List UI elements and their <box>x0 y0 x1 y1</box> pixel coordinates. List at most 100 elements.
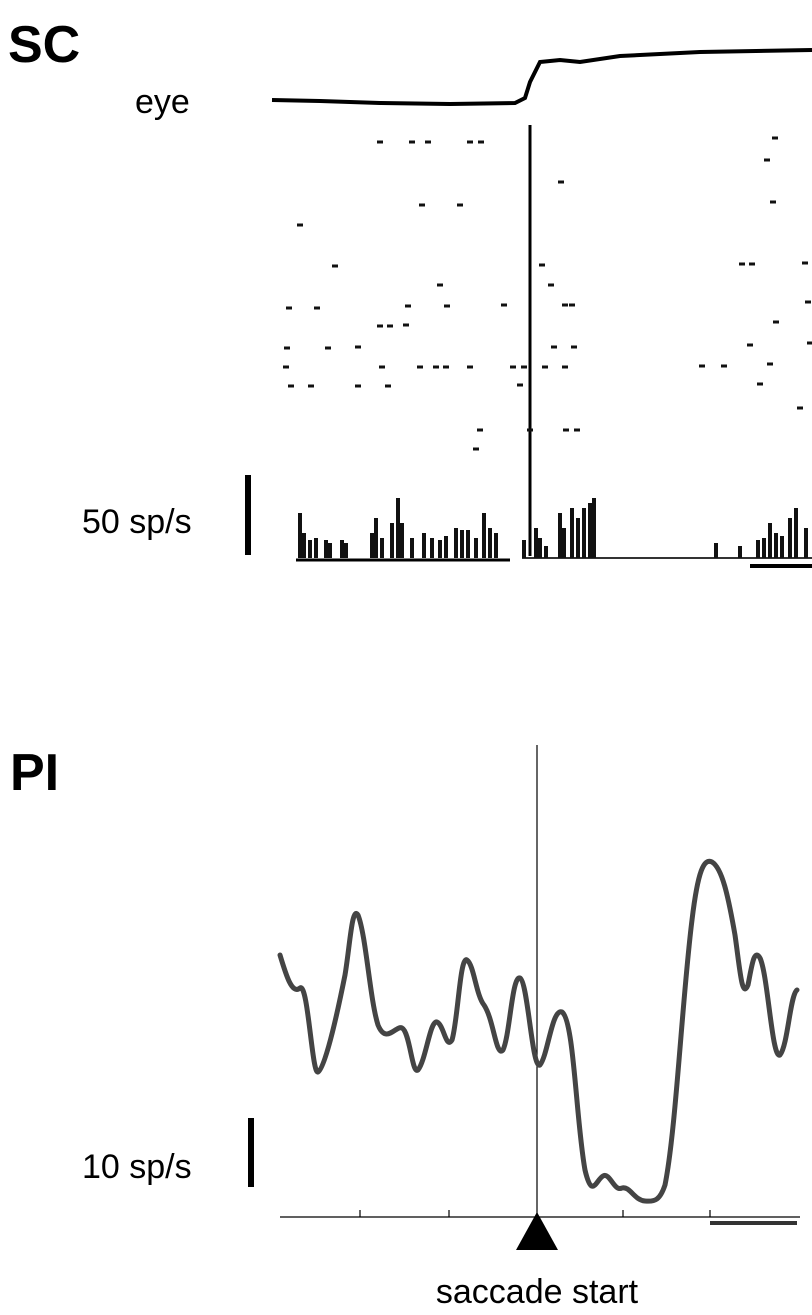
spike <box>562 365 568 369</box>
spike <box>419 203 425 207</box>
panel-label: PI <box>10 744 59 802</box>
spike <box>749 262 755 266</box>
spike <box>379 365 385 369</box>
hist-bar <box>380 538 384 558</box>
hist-bar <box>328 543 332 558</box>
hist-bar <box>430 538 434 558</box>
spike <box>558 180 564 184</box>
spike <box>403 323 409 327</box>
spike <box>467 365 473 369</box>
spike <box>437 283 443 287</box>
spike <box>747 343 753 347</box>
event-label: saccade start <box>436 1273 639 1311</box>
spike <box>385 384 391 388</box>
hist-bar <box>370 533 374 558</box>
hist-bar <box>558 513 562 558</box>
panel-label: SC <box>8 16 80 74</box>
spike <box>387 324 393 328</box>
spike <box>409 140 415 144</box>
spike <box>332 264 338 268</box>
hist-bar <box>390 523 394 558</box>
spike <box>478 140 484 144</box>
spike <box>767 362 773 366</box>
hist-bar <box>474 538 478 558</box>
spike <box>551 345 557 349</box>
hist-bar <box>438 540 442 558</box>
spike <box>355 345 361 349</box>
spike <box>571 345 577 349</box>
hist-bar <box>460 530 464 558</box>
hist-bar <box>756 540 760 558</box>
spike <box>517 383 523 387</box>
spike <box>527 428 533 432</box>
spike <box>539 263 545 267</box>
spike <box>773 320 779 324</box>
spike <box>314 306 320 310</box>
hist-bar <box>374 518 378 558</box>
spike <box>542 365 548 369</box>
spike <box>757 382 763 386</box>
hist-bar <box>582 508 586 558</box>
hist-bar <box>308 540 312 558</box>
spike <box>297 223 303 227</box>
hist-bar <box>714 543 718 558</box>
spike <box>473 447 479 451</box>
spike <box>417 365 423 369</box>
spike <box>308 384 314 388</box>
spike <box>425 140 431 144</box>
spike <box>563 428 569 432</box>
hist-bar <box>494 533 498 558</box>
spike <box>377 324 383 328</box>
spike <box>286 306 292 310</box>
spike <box>562 303 568 307</box>
spike <box>443 365 449 369</box>
hist-bar <box>466 530 470 558</box>
spike <box>325 346 331 350</box>
hist-bar <box>562 528 566 558</box>
hist-bar <box>534 528 538 558</box>
hist-bar <box>570 508 574 558</box>
spike <box>772 136 778 140</box>
hist-bar <box>410 538 414 558</box>
hist-bar <box>538 538 542 558</box>
spike <box>433 365 439 369</box>
hist-bar <box>522 540 526 558</box>
axis-ticks <box>359 1210 711 1217</box>
spike <box>457 203 463 207</box>
hist-bar <box>576 518 580 558</box>
hist-bar <box>488 528 492 558</box>
hist-bar <box>762 538 766 558</box>
spike <box>477 428 483 432</box>
scale-label: 10 sp/s <box>82 1148 192 1186</box>
hist-bar <box>588 503 592 558</box>
spike <box>377 140 383 144</box>
hist-bar <box>768 523 772 558</box>
hist-bar <box>482 513 486 558</box>
hist-bar <box>340 540 344 558</box>
spike <box>510 365 516 369</box>
hist-bar <box>454 528 458 558</box>
hist-bar <box>592 498 596 558</box>
spike <box>797 406 803 410</box>
spike <box>521 365 527 369</box>
spike <box>355 384 361 388</box>
firing-rate-trace <box>277 858 800 1204</box>
hist-bar <box>298 513 302 558</box>
hist-bar <box>344 543 348 558</box>
spike <box>467 140 473 144</box>
spike <box>283 365 289 369</box>
spike <box>444 304 450 308</box>
hist-bar <box>794 508 798 558</box>
hist-bar <box>544 546 548 558</box>
scale-label: 50 sp/s <box>82 503 192 541</box>
hist-bar <box>804 528 808 558</box>
hist-bar <box>396 498 400 558</box>
hist-bar <box>774 533 778 558</box>
spike <box>721 364 727 368</box>
spike <box>802 261 808 265</box>
spike <box>805 300 811 304</box>
hist-bar <box>788 518 792 558</box>
spike <box>569 303 575 307</box>
raster <box>283 136 812 451</box>
hist-bar <box>324 540 328 558</box>
